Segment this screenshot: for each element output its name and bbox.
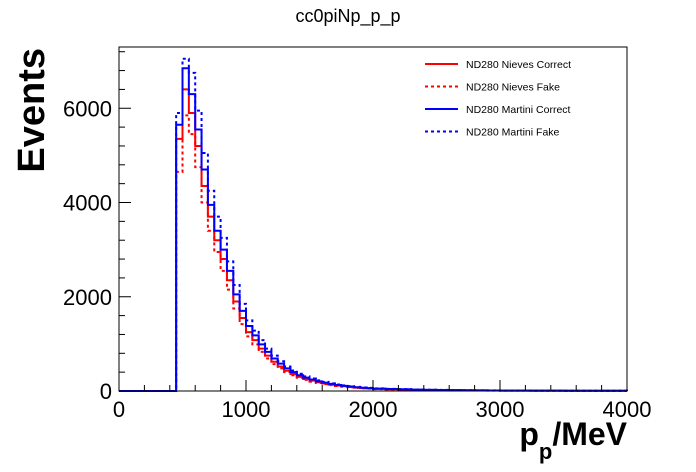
x-tick-label: 4000: [603, 397, 652, 422]
x-axis-title-unit: /MeV: [552, 416, 627, 452]
y-tick-label: 0: [100, 379, 112, 404]
y-tick-label: 2000: [63, 285, 112, 310]
legend-label: ND280 Martini Correct: [466, 104, 571, 116]
legend-item: ND280 Nieves Correct: [425, 59, 571, 71]
x-tick-label: 3000: [476, 397, 525, 422]
chart-title: cc0piNp_p_p: [295, 6, 400, 27]
y-axis: 0 2000 4000 6000: [63, 51, 131, 404]
legend-label: ND280 Nieves Correct: [466, 59, 571, 71]
legend: ND280 Nieves Correct ND280 Nieves Fake ND2…: [425, 59, 571, 139]
x-axis-title: pp/MeV: [519, 416, 627, 464]
x-tick-label: 1000: [222, 397, 271, 422]
x-axis: 0 1000 2000 3000 4000: [113, 380, 652, 422]
x-axis-title-subscript: p: [539, 439, 552, 464]
x-axis-title-symbol: p: [519, 416, 539, 452]
x-tick-label: 0: [113, 397, 125, 422]
x-tick-label: 2000: [349, 397, 398, 422]
y-tick-label: 4000: [63, 191, 112, 216]
legend-label: ND280 Nieves Fake: [466, 82, 560, 94]
y-tick-label: 6000: [63, 96, 112, 121]
legend-item: ND280 Martini Fake: [425, 127, 560, 139]
series-line-4: [119, 57, 628, 392]
y-axis-title: Events: [11, 48, 53, 173]
legend-item: ND280 Nieves Fake: [425, 82, 560, 94]
legend-item: ND280 Martini Correct: [425, 104, 571, 116]
legend-label: ND280 Martini Fake: [466, 127, 560, 139]
